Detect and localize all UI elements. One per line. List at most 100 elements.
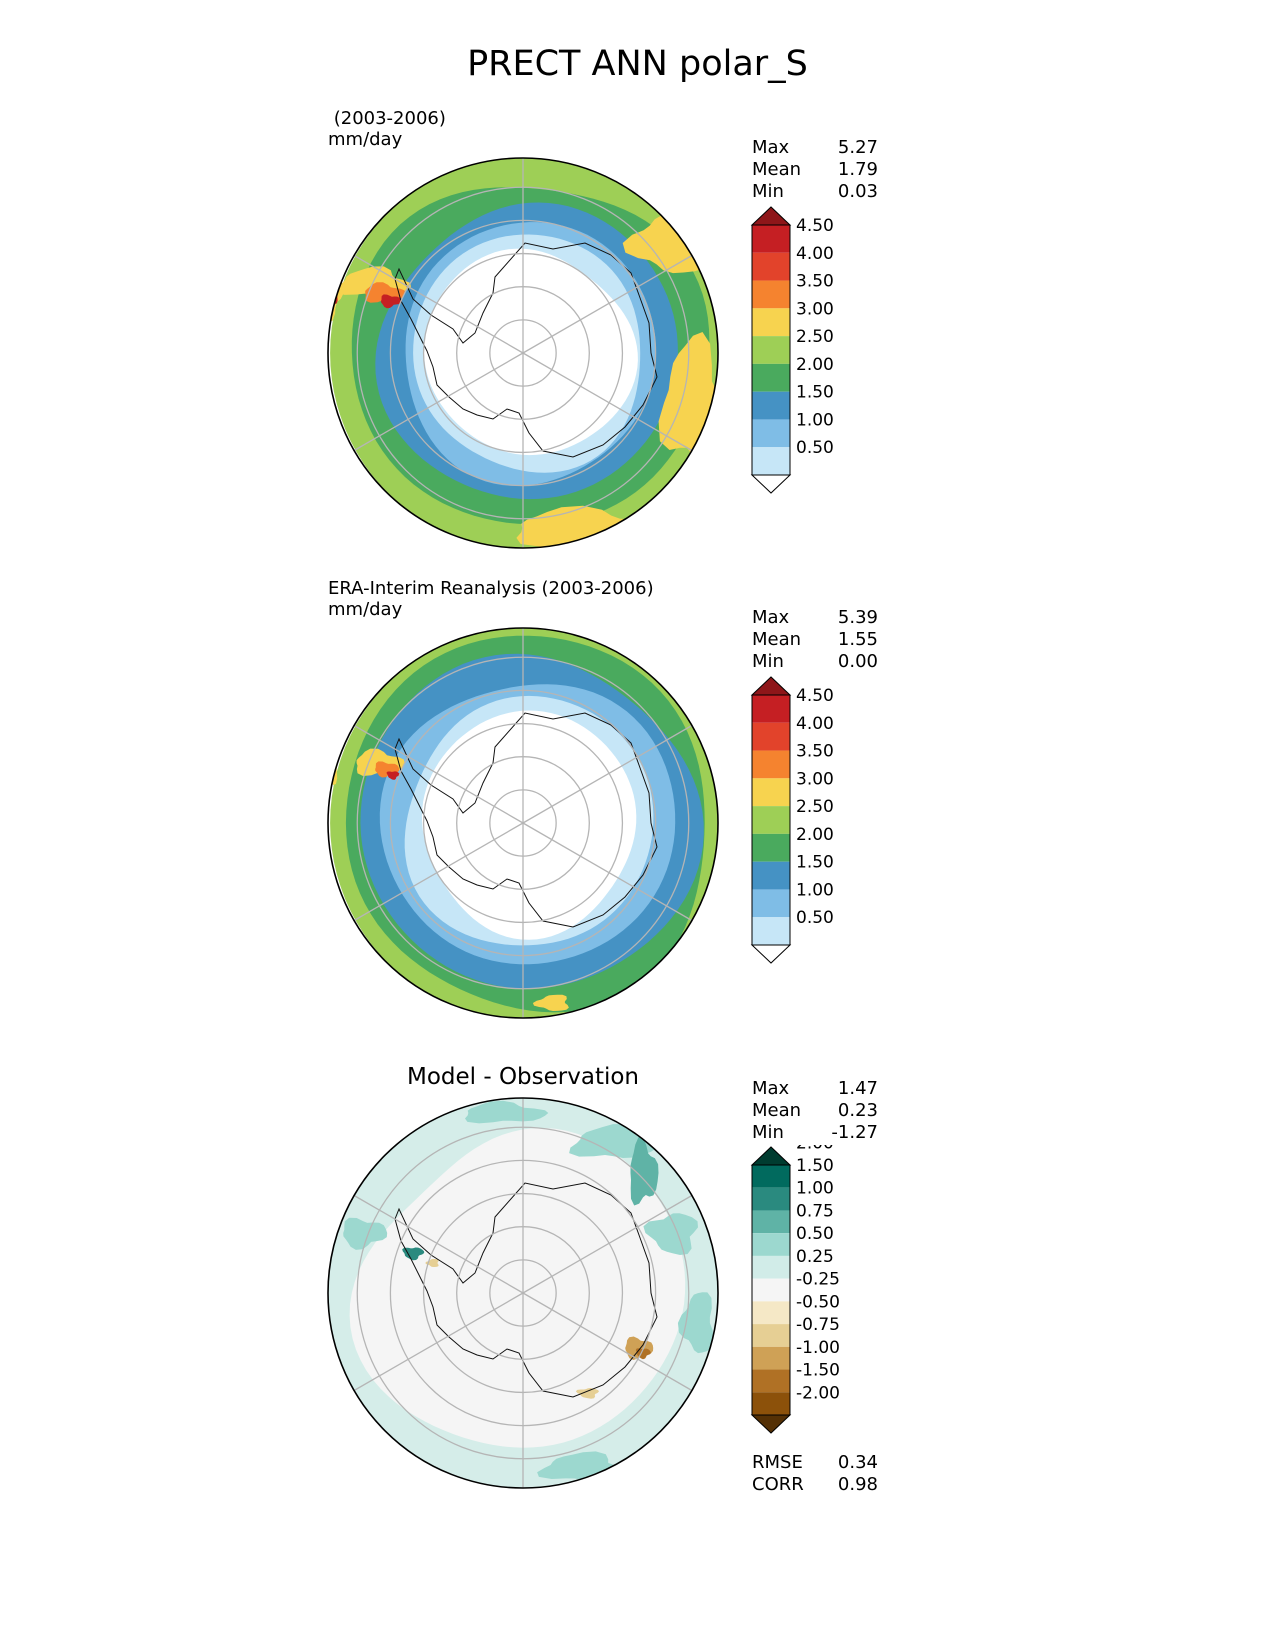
panel2-min: 0.00 [837,651,878,672]
meridian-line [522,352,693,452]
colorbar-tick-label: 4.50 [796,216,834,236]
colorbar-tick-label: 2.00 [796,355,834,375]
colorbar-tick-label: 5.00 [796,205,834,208]
antarctica-coastline [394,712,658,928]
colorbar-tick-label: 1.00 [796,1179,834,1199]
colorbar-tick-label: 3.00 [796,299,834,319]
map-field [328,158,718,548]
panel1-units: mm/day [328,129,403,150]
colorbar-cell [752,1233,790,1256]
colorbar-cell [752,722,790,751]
colorbar-cell [752,1255,790,1279]
colorbar-cell [752,1324,790,1347]
diff-patch [643,1213,698,1255]
colorbar-tick-label: 0.50 [796,908,834,928]
colorbar-tick-label: -0.75 [796,1315,840,1335]
panel2-colorbar: 0.50 1.00 1.50 2.00 2.50 3.00 3.50 4.00 4.50 5.00 [750,675,834,964]
colorbar-tick-label: 0.25 [796,1247,834,1267]
colorbar-cell [752,833,790,862]
panel3-min: -1.27 [831,1122,878,1143]
meridian-line [353,254,524,354]
colorbar-frame [751,1164,791,1416]
colorbar-extend-max [750,676,792,696]
panel1-mean: 1.79 [837,159,878,180]
colorbar-tick-label: 1.00 [796,880,834,900]
stat-label-min: Min [752,181,784,202]
panel2-title-dataset: ERA-Interim Reanalysis (2003-2006) [328,578,654,599]
diff-patch [575,1388,599,1399]
colorbar-cell [752,1187,790,1211]
stat-label-rmse: RMSE [752,1452,803,1473]
graticule [353,158,693,548]
precip-band [421,710,637,940]
stat-label-max: Max [752,1078,790,1099]
colorbar-cell [752,1301,790,1325]
colorbar-cell [752,252,790,281]
colorbar-cell [752,806,790,834]
colorbar-cell [752,280,790,309]
antarctica-coastline [394,1182,658,1398]
precip-patch [375,761,400,778]
colorbar-extend-max [750,1146,792,1166]
panel3-stats: Max 1.47 Mean 0.23 Min -1.27 [752,1078,878,1144]
colorbar-cell [752,225,790,253]
colorbar-cell [752,447,790,475]
meridian-line [353,724,524,824]
meridian-line [522,822,693,922]
panel3-colorbar: -2.00-1.50 -1.00 -0.75 -0.50-0.25 0.25 0.500.… [750,1145,840,1434]
colorbar-frame [751,694,791,946]
precip-patch [386,771,400,780]
panel3-rmse: 0.34 [837,1452,878,1473]
colorbar-tick-label: 1.50 [796,383,834,403]
panel1-polar-map [327,157,719,549]
colorbar-cell [752,308,790,337]
colorbar-tick-label: 5.00 [796,675,834,678]
colorbar-extend-min [750,474,792,494]
precip-patch [381,294,401,309]
panel3-title: Model - Observation [406,1064,640,1090]
diff-patch [677,1292,714,1354]
stat-label-min: Min [752,651,784,672]
meridian-line [353,1292,524,1392]
colorbar-cell [752,1165,790,1188]
panel1-title: (2003-2006) mm/day [328,108,446,150]
panel2-max: 5.39 [837,607,878,628]
figure-title: PRECT ANN polar_S [467,44,808,84]
colorbar-tick-label: 3.00 [796,769,834,789]
stat-label-max: Max [752,137,790,158]
colorbar-cell [752,1210,790,1234]
graticule [353,628,693,1018]
stat-label-mean: Mean [752,629,802,650]
colorbar-tick-label: 3.50 [796,272,834,292]
colorbar-cell [752,1278,790,1302]
panel1-max: 5.27 [837,137,878,158]
colorbar-tick-label: 0.50 [796,1224,834,1244]
meridian-line [522,1194,693,1294]
stat-label-max: Max [752,607,790,628]
graticule [353,1098,693,1488]
colorbar-tick-label: 1.50 [796,853,834,873]
colorbar-tick-label: 4.00 [796,244,834,264]
panel1-min: 0.03 [837,181,878,202]
diff-patch [465,1100,549,1124]
colorbar-tick-label: 3.50 [796,742,834,762]
map-field [328,1098,718,1488]
meridian-line [353,1194,524,1294]
meridian-line [353,352,524,452]
colorbar-tick-label: 1.00 [796,410,834,430]
colorbar-tick-label: 4.50 [796,686,834,706]
stat-label-min: Min [752,1122,784,1143]
panel1-title-period: (2003-2006) [328,108,446,129]
map-boundary [327,627,719,1019]
colorbar-tick-label: 0.75 [796,1202,834,1222]
diff-patch [425,1259,439,1267]
map-boundary [327,157,719,549]
panel3-polar-map [327,1097,719,1489]
colorbar-cell [752,778,790,807]
colorbar-tick-label: 2.50 [796,797,834,817]
panel2-polar-map [327,627,719,1019]
precip-band [424,248,638,456]
stat-label-mean: Mean [752,1100,802,1121]
panel1-stats: Max 5.27 Mean 1.79 Min 0.03 [752,137,878,203]
colorbar-cell [752,419,790,448]
